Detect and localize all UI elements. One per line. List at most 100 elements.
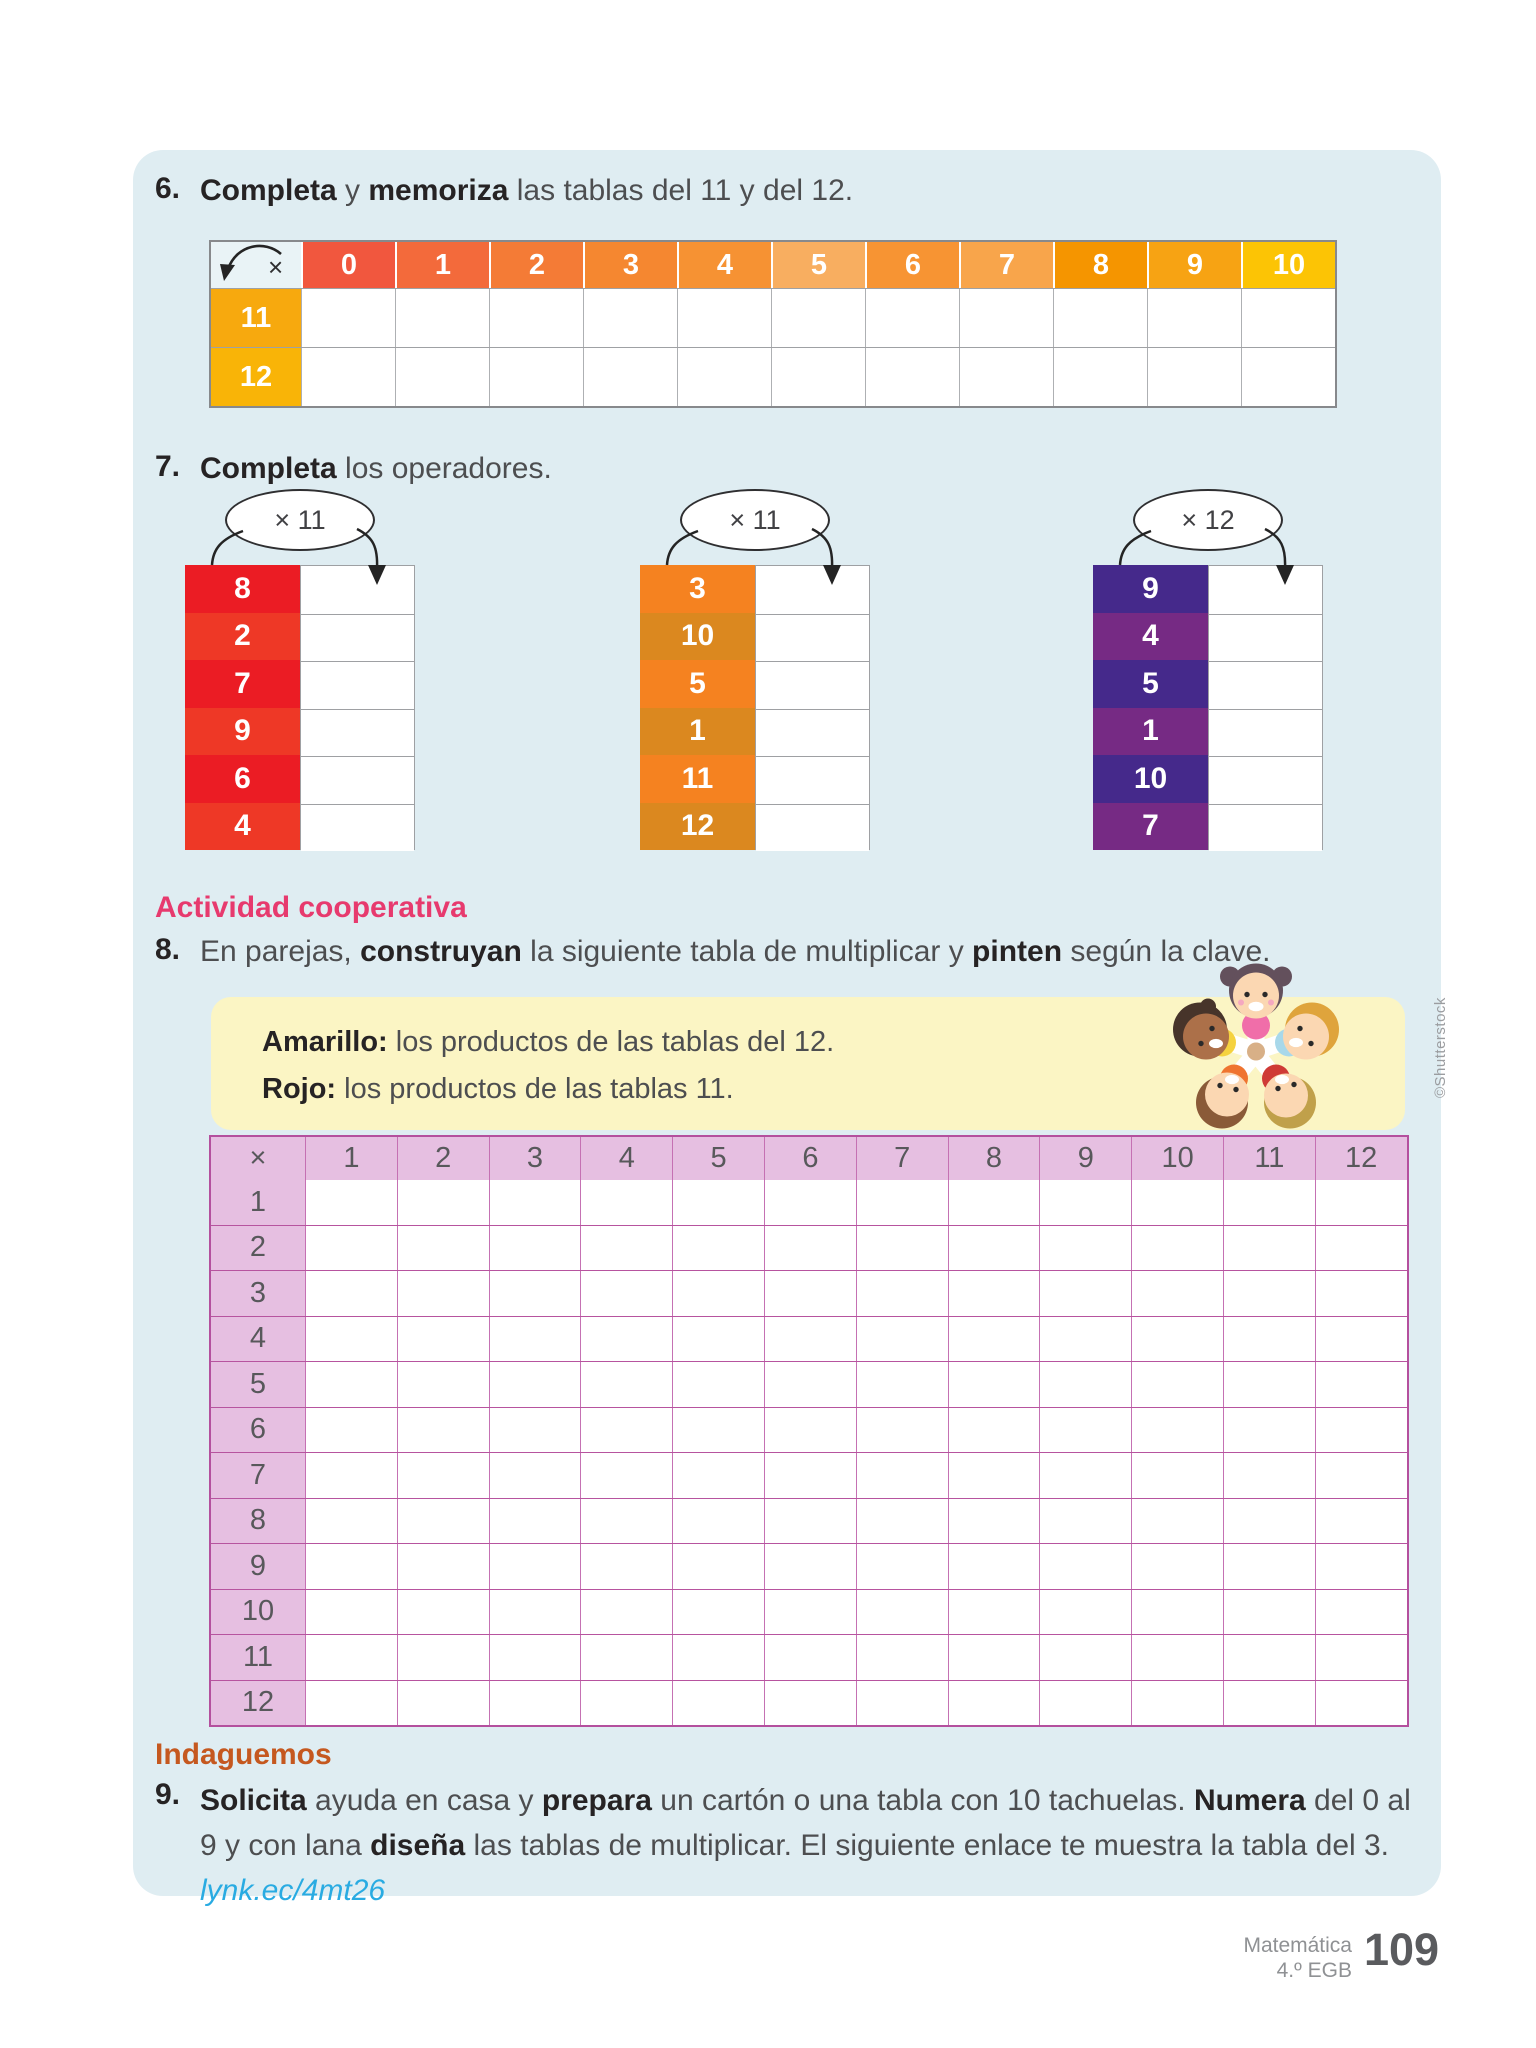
answer-cell: [855, 1544, 948, 1589]
answer-cell: [1314, 1271, 1407, 1316]
indaguemos-heading: Indaguemos: [155, 1738, 332, 1771]
answer-cell: [488, 1180, 581, 1225]
operator-values-column: 9 4 5 1 10 7: [1093, 565, 1323, 850]
exercise-8-number: 8.: [155, 933, 181, 966]
answer-cell: [395, 348, 489, 406]
answer-cell: [396, 1316, 489, 1361]
operator-value-cell: 1: [640, 707, 755, 755]
footer-subject: Matemática: [1243, 1934, 1352, 1957]
shutterstock-credit: ©Shutterstock: [1432, 997, 1449, 1098]
answer-cell: [488, 1362, 581, 1407]
answer-cell: [1241, 289, 1335, 347]
svg-text:×: ×: [268, 252, 283, 282]
answer-cell: [1053, 289, 1147, 347]
answer-cell: [488, 1225, 581, 1270]
answer-cell: [947, 1635, 1040, 1680]
answer-cell: [756, 661, 869, 709]
answer-cell: [672, 1635, 764, 1680]
exercise-7-number: 7.: [155, 450, 181, 483]
answer-cell: [855, 1180, 948, 1225]
answer-cell: [1222, 1544, 1315, 1589]
answer-cell: [396, 1271, 489, 1316]
answer-cell: [580, 1453, 673, 1498]
answer-cell: [763, 1498, 856, 1543]
answer-cell: [580, 1407, 673, 1452]
exercise-8: 8. En parejas, construyan la siguiente t…: [155, 933, 1425, 971]
ex6-column-header: 0: [301, 242, 395, 288]
answer-cell: [947, 1680, 1040, 1725]
ex6-column-header: 9: [1147, 242, 1241, 288]
answer-cell: [771, 289, 865, 347]
answer-cell: [1039, 1271, 1132, 1316]
answer-cell: [1131, 1589, 1223, 1634]
answer-cell: [1209, 613, 1322, 661]
answer-cell: [947, 1316, 1040, 1361]
answer-cell: [1131, 1680, 1223, 1725]
answer-cell: [763, 1362, 856, 1407]
answer-cell: [1222, 1180, 1315, 1225]
answer-cell: [489, 348, 583, 406]
answer-cell: [488, 1544, 581, 1589]
answer-cell: [1314, 1316, 1407, 1361]
page-number: 109: [1364, 1924, 1440, 1975]
answer-cell: [1222, 1680, 1315, 1725]
ex6-table-row: 11: [211, 288, 1335, 347]
answer-cell: [763, 1271, 856, 1316]
multiply-arrow-icon: ×: [220, 244, 283, 282]
pt-row-header: 8: [211, 1498, 305, 1543]
operator-oval: × 11: [225, 489, 375, 551]
pt-row-header: 12: [211, 1680, 305, 1725]
answer-cell: [947, 1498, 1040, 1543]
pt-column-header: 6: [763, 1137, 856, 1180]
lynk-link[interactable]: lynk.ec/4mt26: [200, 1874, 386, 1907]
answer-cell: [763, 1635, 856, 1680]
operator-row: 8: [185, 565, 415, 613]
answer-cell: [305, 1453, 397, 1498]
answer-cell: [1222, 1362, 1315, 1407]
pt-row-header: 2: [211, 1225, 305, 1270]
answer-cell: [959, 289, 1053, 347]
answer-cell: [488, 1498, 581, 1543]
operator-value-cell: 11: [640, 755, 755, 803]
operator-row: 9: [185, 707, 415, 755]
answer-cell: [1039, 1635, 1132, 1680]
answer-cell: [1131, 1453, 1223, 1498]
operator-value-cell: 10: [640, 612, 755, 660]
answer-cell: [396, 1498, 489, 1543]
pt-column-header: 5: [672, 1137, 764, 1180]
answer-cell: [305, 1589, 397, 1634]
pt-table-row: 2: [211, 1224, 1407, 1270]
answer-cell: [1222, 1498, 1315, 1543]
answer-cell: [1314, 1544, 1407, 1589]
answer-cell: [1314, 1407, 1407, 1452]
operator-row: 7: [1093, 802, 1323, 850]
answer-cell: [855, 1407, 948, 1452]
footer-grade: 4.º EGB: [1276, 1959, 1352, 1982]
answer-cell: [1131, 1544, 1223, 1589]
answer-cell: [947, 1271, 1040, 1316]
answer-cell: [580, 1680, 673, 1725]
pt-row-header: 1: [211, 1180, 305, 1225]
answer-cell: [396, 1680, 489, 1725]
answer-cell: [305, 1680, 397, 1725]
answer-cell: [583, 289, 677, 347]
answer-cell: [677, 289, 771, 347]
answer-cell: [305, 1498, 397, 1543]
answer-cell: [305, 1271, 397, 1316]
answer-cell: [763, 1589, 856, 1634]
pt-row-header: 7: [211, 1453, 305, 1498]
pt-column-header: 11: [1222, 1137, 1315, 1180]
ex6-table-body: 11 12: [211, 288, 1335, 406]
exercise-9-line-2: 9 y con lana diseña las tablas de multip…: [200, 1829, 1390, 1862]
answer-cell: [1209, 661, 1322, 709]
exercise-6-title: Completa y memoriza las tablas del 11 y …: [200, 174, 854, 207]
operator-row: 9: [1093, 565, 1323, 613]
answer-cell: [947, 1544, 1040, 1589]
answer-cell: [763, 1316, 856, 1361]
ex6-column-header: 6: [865, 242, 959, 288]
operator-row: 10: [1093, 755, 1323, 803]
pt-column-header: 10: [1131, 1137, 1223, 1180]
operator-row: 3: [640, 565, 870, 613]
